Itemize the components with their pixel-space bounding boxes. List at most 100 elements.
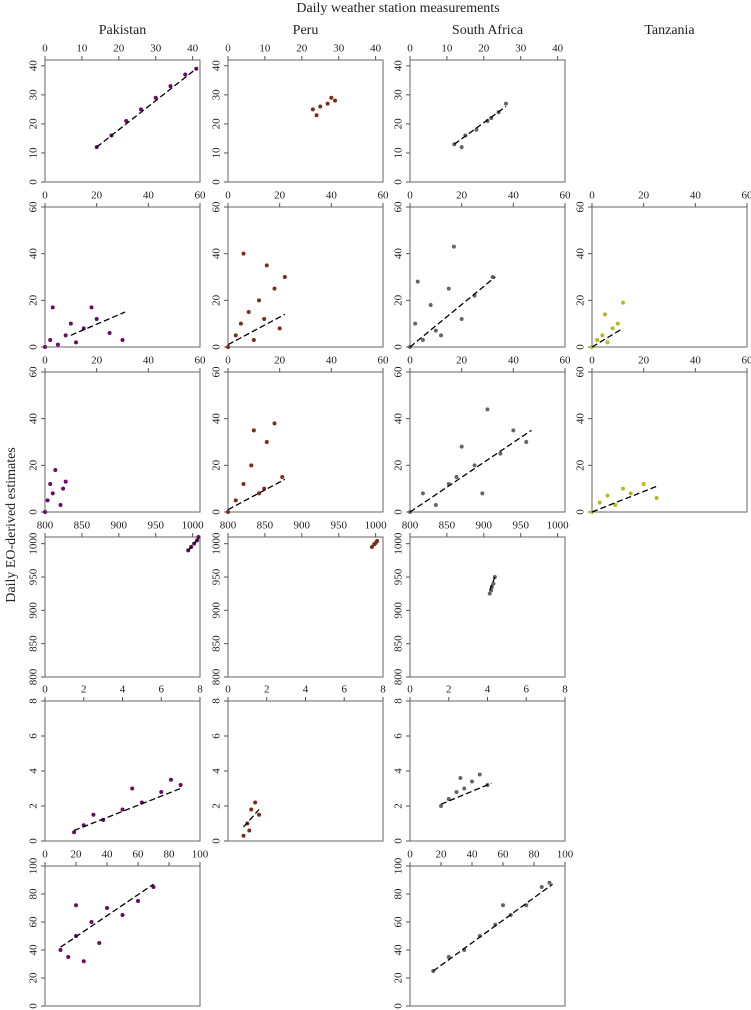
y-tick-label: 0 [211,179,223,185]
x-tick-label: 60 [195,190,207,202]
x-tick-label: 20 [91,190,103,202]
panel-frame [591,206,748,348]
point [439,804,443,808]
x-tick-label: 800 [220,520,237,532]
x-tick-label: 40 [143,190,155,202]
x-tick-label: 10 [441,43,453,55]
point [605,340,610,345]
y-tick-label: 0 [28,838,40,844]
point [333,98,338,103]
y-tick-label: 2 [211,803,223,809]
point [375,539,380,543]
x-tick-label: 100 [192,849,209,861]
column-header: South Africa [452,23,524,38]
point [280,475,285,479]
x-tick-label: 30 [150,43,162,55]
x-tick-label: 100 [557,849,574,861]
y-tick-label: 60 [211,366,223,378]
point [233,498,238,503]
y-tick-label: 40 [575,413,587,425]
point [420,338,425,342]
y-tick-label: 100 [393,857,405,874]
point [168,84,173,89]
x-tick-label: 0 [42,849,48,861]
point [89,920,94,924]
x-tick-label: 0 [589,190,595,202]
fit-line [432,883,553,972]
point [58,503,63,507]
point [458,776,463,780]
y-tick-label: 4 [393,768,405,774]
x-tick-label: 20 [436,849,448,861]
y-tick-label: 20 [211,294,223,306]
y-tick-label: 10 [28,147,40,159]
point [470,779,474,784]
point [241,482,246,486]
y-tick-label: 20 [211,118,223,129]
point [277,326,282,331]
fit-line [227,313,286,346]
column-header: Pakistan [99,23,146,38]
point [613,503,618,507]
point [454,475,459,479]
panel-frame [409,865,566,1007]
x-tick-label: 60 [742,355,751,367]
point [196,535,201,539]
x-tick-label: 900 [294,520,311,532]
x-tick-label: 4 [485,684,491,696]
y-tick-label: 60 [28,366,40,378]
y-tick-label: 0 [28,344,40,350]
x-tick-label: 40 [508,355,520,367]
x-tick-label: 60 [378,190,390,202]
point [446,286,451,291]
y-tick-label: 40 [28,944,40,956]
y-tick-label: 40 [28,413,40,425]
x-tick-label: 900 [476,520,493,532]
point [628,491,633,496]
point [61,486,66,491]
point [503,101,508,106]
x-tick-label: 20 [91,355,103,367]
point [487,591,492,596]
y-tick-label: 0 [28,179,40,185]
point [66,955,71,959]
x-tick-label: 2 [446,684,452,696]
point [477,772,482,777]
point [602,312,607,317]
point [81,959,86,964]
y-tick-label: 850 [211,635,223,652]
point [597,500,602,505]
x-tick-label: 60 [498,849,510,861]
point [262,486,267,491]
y-tick-label: 20 [28,972,40,984]
point [420,491,425,496]
point [511,428,516,433]
y-tick-label: 900 [28,602,40,619]
y-tick-label: 20 [393,294,405,306]
panel-frame [591,371,748,513]
point [238,321,243,326]
point [369,545,374,549]
point [264,263,269,268]
x-tick-label: 80 [529,849,541,861]
y-tick-label: 40 [393,60,405,72]
y-tick-label: 900 [393,602,405,619]
y-tick-label: 2 [28,803,40,809]
x-tick-label: 0 [42,684,48,696]
x-tick-label: 20 [638,190,650,202]
x-tick-label: 40 [102,849,114,861]
point [43,510,47,514]
point [53,468,58,472]
x-tick-label: 20 [478,43,490,55]
y-tick-label: 40 [393,248,405,260]
y-tick-label: 4 [211,768,223,774]
point [451,244,456,249]
fit-line [243,809,260,828]
point [63,333,68,338]
y-tick-label: 950 [393,568,405,585]
y-tick-label: 60 [393,201,405,213]
point [454,790,459,794]
fit-line [591,327,624,348]
x-tick-label: 20 [71,849,83,861]
point [120,913,125,917]
